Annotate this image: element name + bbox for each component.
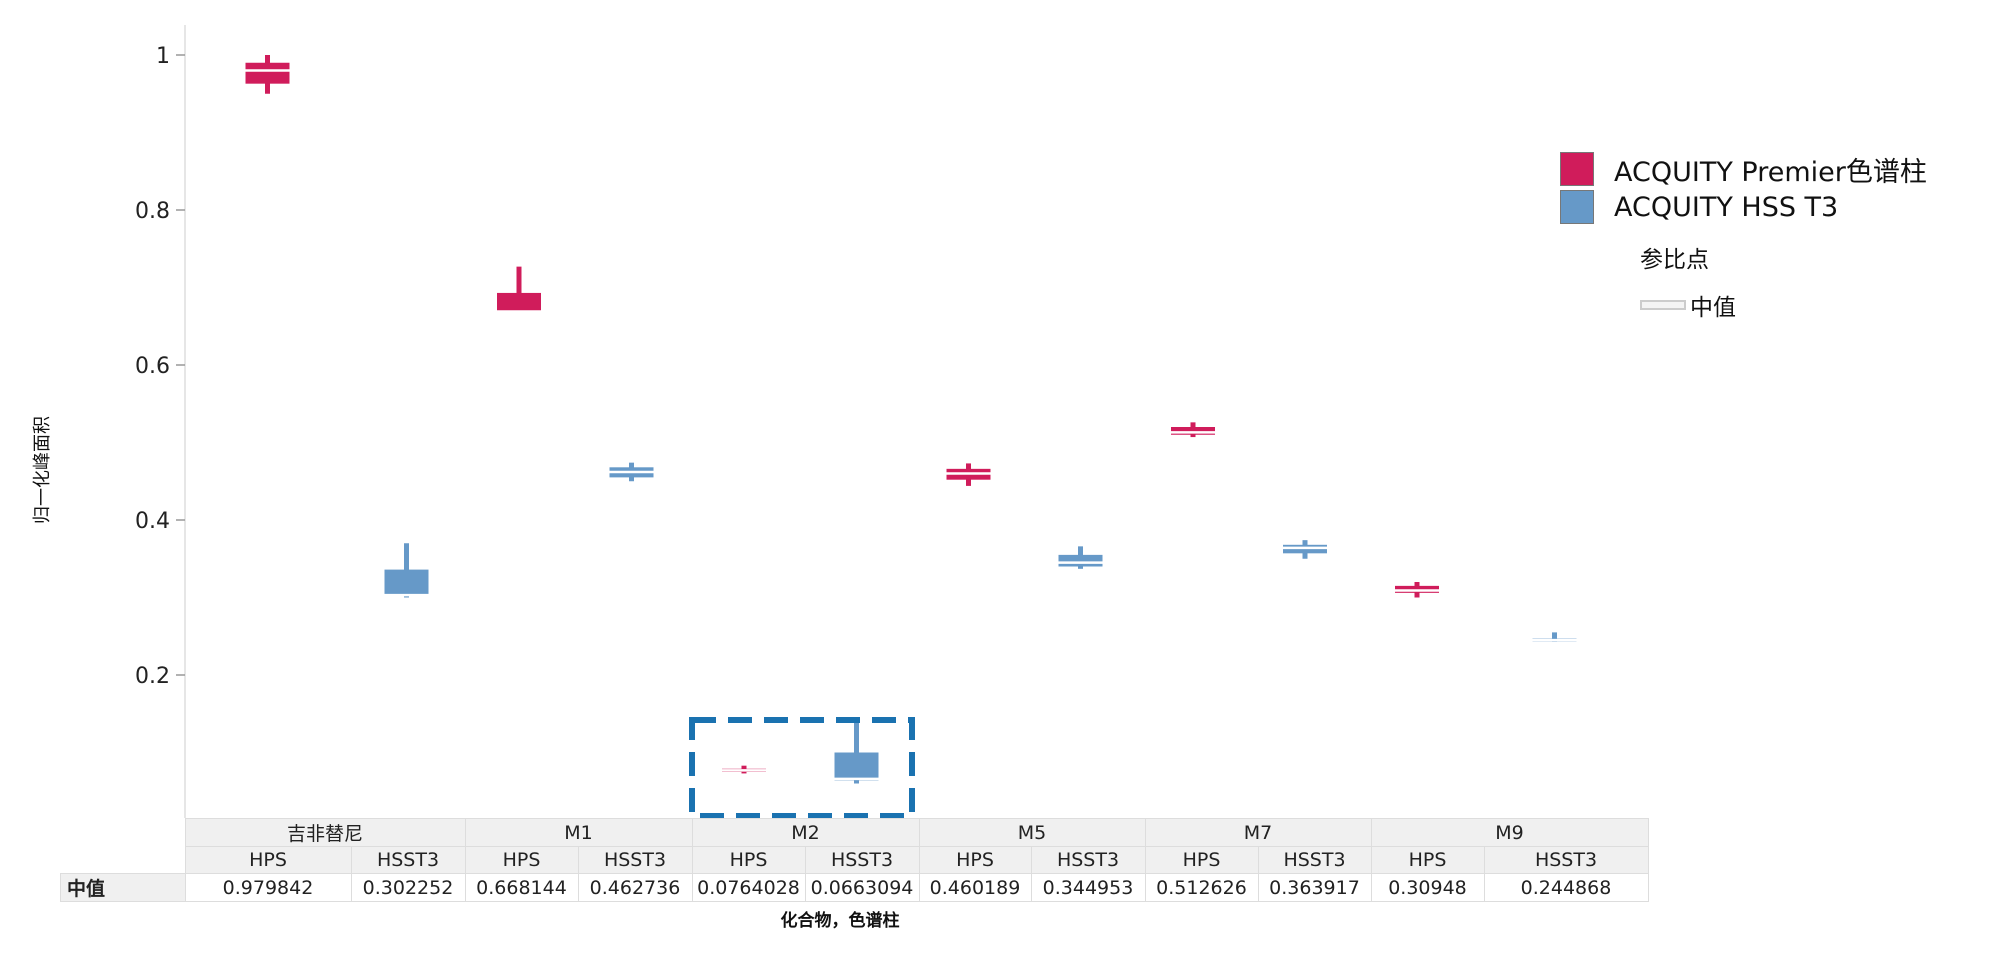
y-tick-label: 0.8 (135, 199, 170, 224)
group-header-1: M1 (464, 818, 693, 847)
column-header: HPS (464, 846, 579, 874)
median-value: 0.460189 (918, 873, 1032, 902)
legend-label-hss-t3: ACQUITY HSS T3 (1614, 191, 1839, 223)
median-row-label: 中值 (60, 873, 186, 902)
median-value: 0.363917 (1257, 873, 1372, 902)
column-header: HPS (184, 846, 352, 874)
legend-median-item: 中值 (1640, 288, 1927, 322)
median-value: 0.244868 (1483, 873, 1649, 902)
box-body (497, 292, 541, 313)
box-M7-HPS[interactable] (1171, 422, 1215, 438)
column-header: HSST3 (804, 846, 920, 874)
median-value: 0.0663094 (804, 873, 920, 902)
y-tick-label: 0.2 (135, 664, 170, 689)
box-body (1058, 554, 1103, 567)
x-axis-label: 化合物，色谱柱 (780, 911, 900, 931)
group-header-5: M9 (1370, 818, 1649, 847)
median-value: 0.30948 (1370, 873, 1485, 902)
box-body (245, 62, 290, 84)
box-M9-HPS[interactable] (1395, 582, 1439, 598)
legend-label-premier: ACQUITY Premier色谱柱 (1614, 156, 1927, 188)
group-header-3: M5 (918, 818, 1146, 847)
legend-item-hss-t3[interactable]: ACQUITY HSS T3 (1560, 188, 1927, 226)
median-value: 0.344953 (1030, 873, 1146, 902)
legend-item-premier[interactable]: ACQUITY Premier色谱柱 (1560, 150, 1927, 188)
legend-reference-title: 参比点 (1640, 247, 1709, 273)
box-M1-HPS[interactable] (497, 266, 541, 313)
median-value: 0.668144 (464, 873, 579, 902)
box-M2-HPS[interactable] (722, 765, 766, 774)
y-axis-label: 归一化峰面积 (32, 416, 53, 524)
y-tick-label: 0.4 (135, 509, 170, 534)
column-header: HSST3 (1483, 846, 1649, 874)
box-M1-HSST3[interactable] (609, 462, 654, 482)
y-tick-label: 1 (156, 44, 170, 69)
box-M2-HSST3[interactable] (834, 717, 879, 784)
box-series (245, 55, 1577, 784)
box-M7-HSST3[interactable] (1283, 540, 1327, 559)
group-header-2: M2 (691, 818, 920, 847)
box-M9-HSST3[interactable] (1532, 632, 1577, 642)
table-median-row: 中值 0.979842 0.302252 0.668144 0.462736 0… (60, 873, 1649, 902)
data-table: 吉非替尼 M1 M2 M5 M7 M9 HPS HSST3 HPS HSST3 … (60, 818, 1649, 902)
table-column-row: HPS HSST3 HPS HSST3 HPS HSST3 HPS HSST3 … (60, 846, 1649, 874)
column-header: HPS (1144, 846, 1259, 874)
y-axis-ticks: 0.2 0.4 0.6 0.8 1 (135, 44, 185, 689)
median-value: 0.512626 (1144, 873, 1259, 902)
column-header: HSST3 (577, 846, 693, 874)
box-吉非替尼-HPS[interactable] (245, 55, 290, 94)
column-header: HSST3 (350, 846, 466, 874)
median-line-swatch (1640, 300, 1686, 310)
box-body (834, 752, 879, 781)
box-body (1171, 427, 1215, 435)
m2-highlight-dashed-box (689, 717, 915, 819)
box-body (384, 569, 429, 596)
table-group-row: 吉非替尼 M1 M2 M5 M7 M9 (60, 818, 1649, 847)
median-value: 0.462736 (577, 873, 693, 902)
median-value: 0.302252 (350, 873, 466, 902)
column-header: HSST3 (1257, 846, 1372, 874)
median-value: 0.979842 (184, 873, 352, 902)
column-header: HPS (918, 846, 1032, 874)
legend-median-label: 中值 (1690, 295, 1736, 321)
median-value: 0.0764028 (691, 873, 806, 902)
legend-swatch-hss-t3 (1560, 190, 1594, 224)
box-M5-HSST3[interactable] (1058, 546, 1103, 569)
box-吉非替尼-HSST3[interactable] (384, 543, 429, 598)
group-header-0: 吉非替尼 (184, 818, 466, 847)
column-header: HPS (1370, 846, 1485, 874)
group-header-4: M7 (1144, 818, 1372, 847)
column-header: HSST3 (1030, 846, 1146, 874)
legend: ACQUITY Premier色谱柱 ACQUITY HSS T3 参比点 中值 (1560, 150, 1927, 322)
column-header: HPS (691, 846, 806, 874)
y-tick-label: 0.6 (135, 354, 170, 379)
legend-swatch-premier (1560, 152, 1594, 186)
box-M5-HPS[interactable] (946, 463, 991, 486)
